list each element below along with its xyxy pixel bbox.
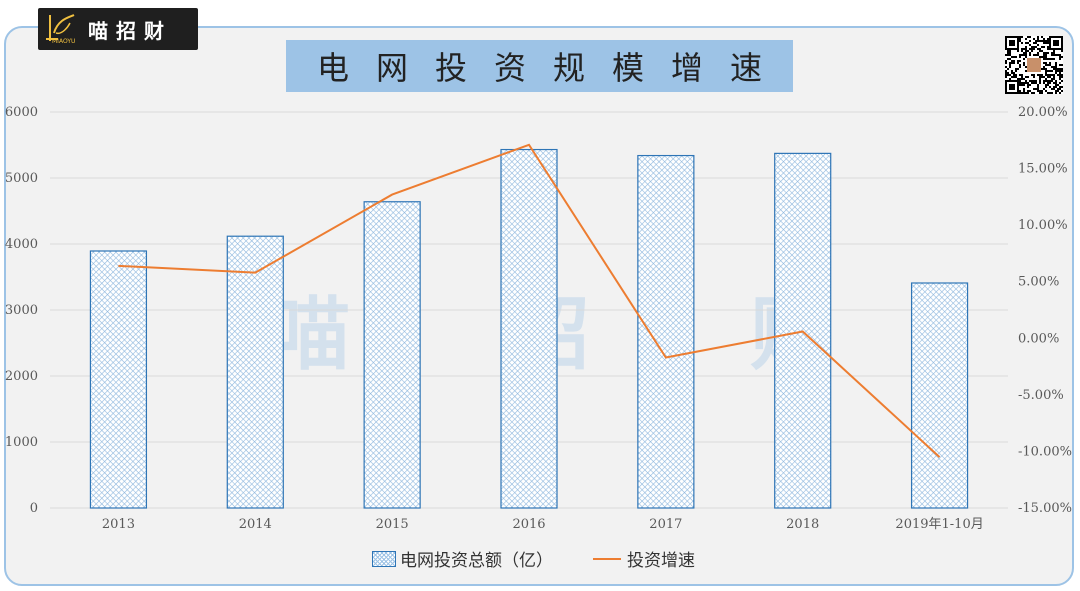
x-tick-label: 2019年1-10月 bbox=[895, 517, 983, 532]
legend-bar-label: 电网投资总额（亿） bbox=[400, 551, 553, 571]
y-left-tick-label: 5000 bbox=[5, 171, 38, 186]
x-tick-label: 2015 bbox=[376, 517, 409, 532]
x-tick-label: 2018 bbox=[786, 517, 819, 532]
y-left-tick-label: 3000 bbox=[5, 303, 38, 318]
bar bbox=[363, 201, 421, 509]
brand-mark-icon: MIAOYU bbox=[44, 11, 80, 47]
y-left-tick-label: 6000 bbox=[5, 105, 38, 120]
legend-item-bar[interactable]: 电网投资总额（亿） bbox=[372, 546, 553, 571]
bar bbox=[89, 250, 148, 509]
legend-item-line[interactable]: 投资增速 bbox=[593, 546, 695, 571]
y-right-tick-label: 10.00% bbox=[1018, 218, 1068, 233]
y-left-tick-label: 4000 bbox=[5, 237, 38, 252]
qr-code[interactable] bbox=[1005, 36, 1063, 94]
y-right-tick-label: 5.00% bbox=[1018, 275, 1059, 290]
brand-name: 喵招财 bbox=[88, 18, 172, 43]
y-left-tick-label: 1000 bbox=[5, 435, 38, 450]
bar bbox=[637, 154, 695, 509]
legend-bar-swatch bbox=[372, 550, 396, 567]
y-right-tick-label: -15.00% bbox=[1018, 501, 1072, 516]
legend-line-swatch bbox=[593, 557, 621, 560]
y-right-tick-label: 0.00% bbox=[1018, 331, 1059, 346]
x-tick-label: 2014 bbox=[239, 517, 272, 532]
bar bbox=[910, 282, 969, 509]
y-right-tick-label: 20.00% bbox=[1018, 105, 1068, 120]
y-left-tick-label: 0 bbox=[30, 501, 38, 516]
brand-logo: MIAOYU 喵招财 bbox=[38, 8, 198, 50]
brand-mark-caption: MIAOYU bbox=[52, 38, 76, 45]
bar bbox=[500, 148, 558, 509]
y-right-tick-label: -5.00% bbox=[1018, 388, 1064, 403]
y-right-tick-label: -10.00% bbox=[1018, 444, 1072, 459]
chart-title: 电网投资规模增速 bbox=[286, 40, 793, 92]
legend-line-label: 投资增速 bbox=[627, 551, 695, 571]
bar bbox=[226, 235, 284, 509]
y-right-tick-label: 15.00% bbox=[1018, 162, 1068, 177]
x-tick-label: 2017 bbox=[649, 517, 682, 532]
chart-legend: 电网投资总额（亿） 投资增速 bbox=[372, 546, 735, 571]
y-left-tick-label: 2000 bbox=[5, 369, 38, 384]
x-tick-label: 2013 bbox=[102, 517, 135, 532]
x-tick-label: 2016 bbox=[512, 517, 545, 532]
